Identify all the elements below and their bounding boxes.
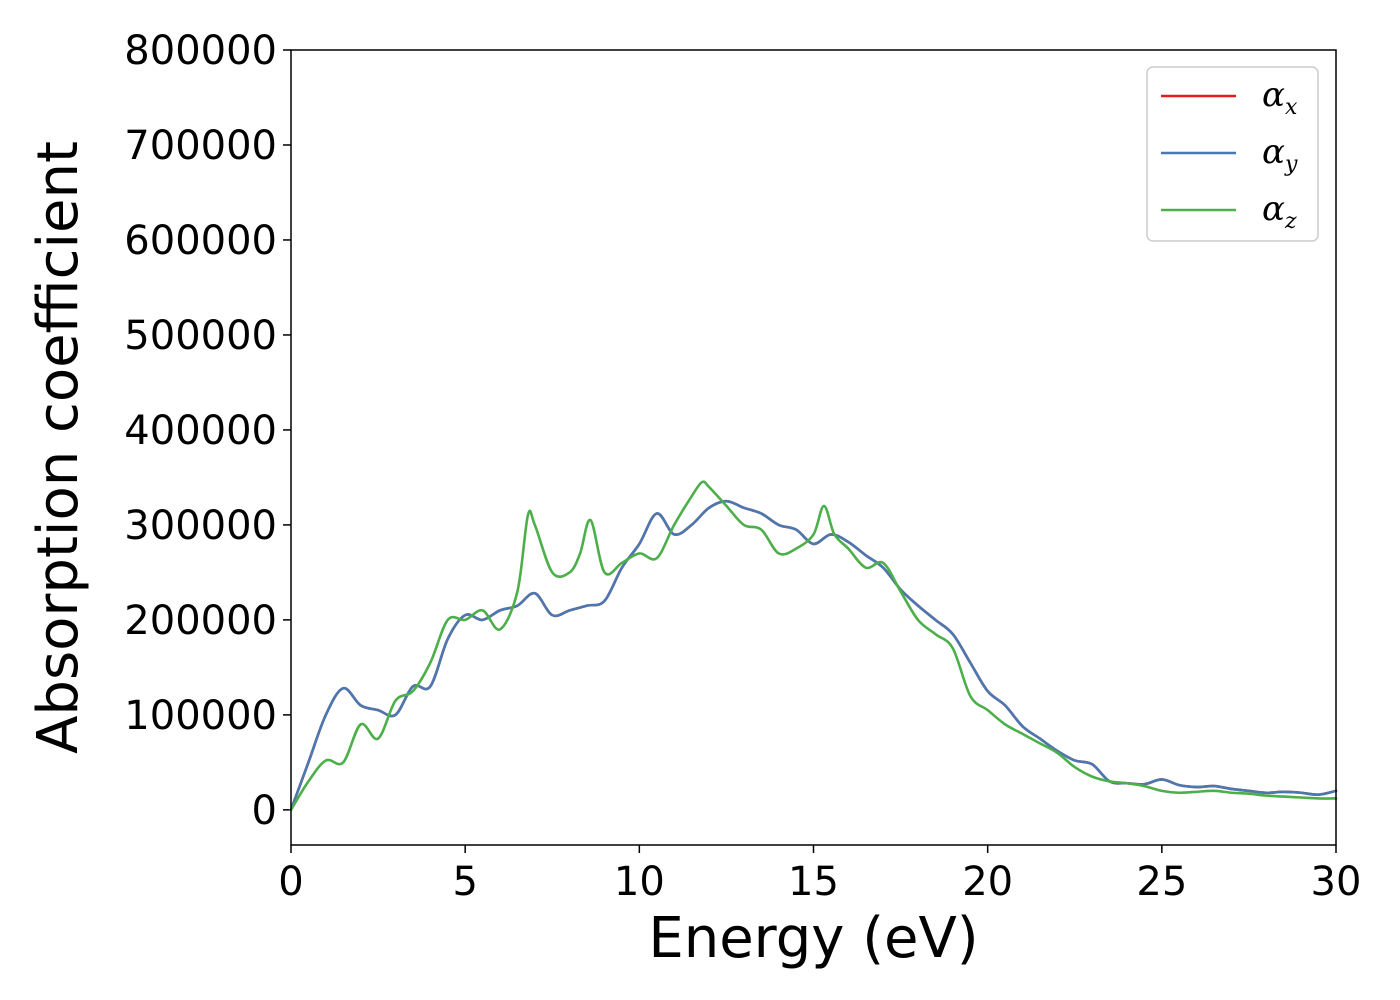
y-axis-title: Absorption coefficient <box>26 141 91 754</box>
series-line-x <box>289 499 1338 812</box>
legend-label-main: α <box>1262 132 1285 172</box>
legend-label-main: α <box>1262 75 1285 115</box>
legend-label-x: αx <box>1262 75 1298 120</box>
series-line-z <box>289 480 1338 812</box>
y-tick-label: 200000 <box>124 598 277 644</box>
y-tick-label: 500000 <box>124 313 277 359</box>
y-tick-label: 400000 <box>124 408 277 454</box>
y-tick-label: 700000 <box>124 123 277 169</box>
x-tick-label: 5 <box>452 859 477 905</box>
series-line-y <box>289 499 1338 812</box>
legend-label-sub: x <box>1285 95 1298 120</box>
legend-label-main: α <box>1262 189 1285 229</box>
x-axis-title: Energy (eV) <box>648 906 978 971</box>
y-tick-label: 300000 <box>124 503 277 549</box>
x-tick-label: 0 <box>278 859 303 905</box>
x-tick-label: 20 <box>962 859 1013 905</box>
ticks-layer: 0 5 10 15 20 25 30 0 100000 200000 300000 400000 500… <box>124 28 1361 905</box>
legend-label-sub: y <box>1284 152 1298 177</box>
y-tick-label: 100000 <box>124 693 277 739</box>
legend-label-y: αy <box>1262 132 1298 177</box>
x-tick-label: 15 <box>788 859 839 905</box>
legend-label-sub: z <box>1284 209 1297 234</box>
y-tick-label: 800000 <box>124 28 277 74</box>
series-layer <box>289 480 1338 812</box>
y-tick-label: 0 <box>252 788 277 834</box>
x-tick-label: 10 <box>614 859 665 905</box>
y-tick-label: 600000 <box>124 218 277 264</box>
plot-frame <box>290 49 1337 846</box>
x-tick-label: 30 <box>1311 859 1362 905</box>
legend-label-z: αz <box>1262 189 1297 234</box>
x-tick-label: 25 <box>1136 859 1187 905</box>
